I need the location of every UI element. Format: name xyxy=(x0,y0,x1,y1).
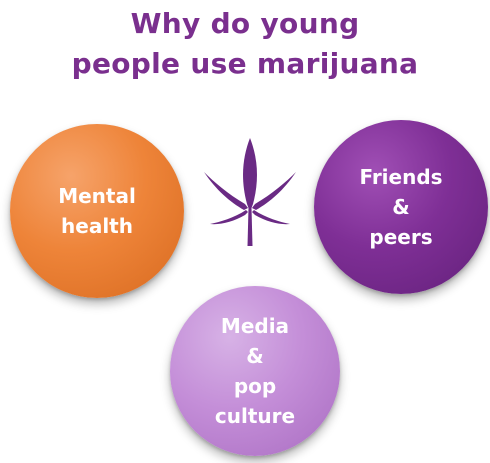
mental-health-label-line-2: health xyxy=(61,214,133,238)
media-label-line-4: culture xyxy=(214,404,296,428)
title-line-2: people use marijuana xyxy=(71,47,419,80)
friends-peers-label-line-1: Friends xyxy=(359,165,443,189)
media-pop-culture-circle: Media & pop culture xyxy=(170,286,340,456)
cannabis-leaf-icon xyxy=(204,138,296,246)
friends-peers-circle: Friends & peers xyxy=(314,120,488,294)
media-label-line-1: Media xyxy=(220,314,290,338)
friends-peers-label-line-3: peers xyxy=(369,225,433,249)
mental-health-circle: Mental health xyxy=(10,124,184,298)
media-label-line-3: pop xyxy=(233,374,277,398)
media-label-line-2: & xyxy=(246,344,264,368)
page-title: Why do young people use marijuana xyxy=(0,4,490,84)
friends-peers-label-line-2: & xyxy=(392,195,410,219)
mental-health-label-line-1: Mental xyxy=(58,184,136,208)
title-line-1: Why do young xyxy=(130,7,360,40)
